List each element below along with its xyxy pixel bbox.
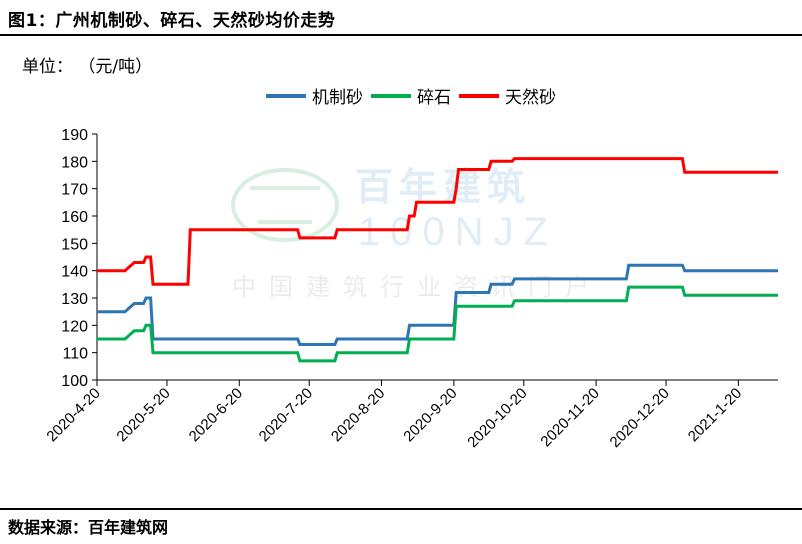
y-tick-label: 190 xyxy=(61,127,88,144)
x-tick-label: 2020-10-20 xyxy=(464,385,530,451)
x-tick-label: 2020-12-20 xyxy=(607,385,673,451)
y-tick-label: 180 xyxy=(61,154,88,171)
x-tick-label: 2020-4-20 xyxy=(43,385,103,445)
series-line xyxy=(97,263,778,346)
x-tick-label: 2020-9-20 xyxy=(400,385,460,445)
series-lines xyxy=(97,157,778,363)
y-tick-label: 100 xyxy=(61,373,88,390)
x-tick-label: 2020-5-20 xyxy=(113,385,173,445)
x-tick-label: 2020-11-20 xyxy=(537,385,602,450)
data-source: 数据来源：百年建筑网 xyxy=(8,518,169,537)
series-line xyxy=(97,285,778,363)
legend-item: 天然砂 xyxy=(459,83,556,108)
y-tick-label: 160 xyxy=(61,209,88,226)
legend-label: 机制砂 xyxy=(312,88,363,108)
chart-title: 图1：广州机制砂、碎石、天然砂均价走势 xyxy=(8,11,336,31)
top-rule xyxy=(0,34,802,36)
y-tick-label: 130 xyxy=(61,291,88,308)
legend-item: 机制砂 xyxy=(266,83,363,108)
y-tick-label: 110 xyxy=(62,346,88,363)
x-tick-label: 2020-7-20 xyxy=(256,385,316,445)
x-tick-label: 2020-8-20 xyxy=(328,385,388,445)
y-tick-label: 170 xyxy=(61,182,88,199)
x-tick-label: 2020-6-20 xyxy=(186,385,246,445)
watermark-code: 100NJZ xyxy=(358,210,558,254)
legend: 机制砂 碎石 天然砂 xyxy=(0,83,802,108)
legend-swatch xyxy=(266,93,306,98)
legend-item: 碎石 xyxy=(371,83,451,108)
y-tick-label: 150 xyxy=(61,236,88,253)
unit-label: 单位： （元/吨） xyxy=(22,57,153,77)
legend-swatch xyxy=(459,93,499,98)
legend-label: 碎石 xyxy=(417,88,451,108)
series-line xyxy=(97,157,778,286)
y-tick-label: 120 xyxy=(61,318,88,335)
watermark: 百年建筑 100NJZ 中国建筑行业资讯门户 xyxy=(231,167,589,301)
legend-swatch xyxy=(371,93,411,98)
watermark-logo-ring xyxy=(231,168,339,242)
legend-label: 天然砂 xyxy=(505,88,556,108)
x-tick-label: 2021-1-20 xyxy=(685,385,745,445)
bottom-rule xyxy=(0,508,802,510)
y-tick-label: 140 xyxy=(61,264,88,281)
